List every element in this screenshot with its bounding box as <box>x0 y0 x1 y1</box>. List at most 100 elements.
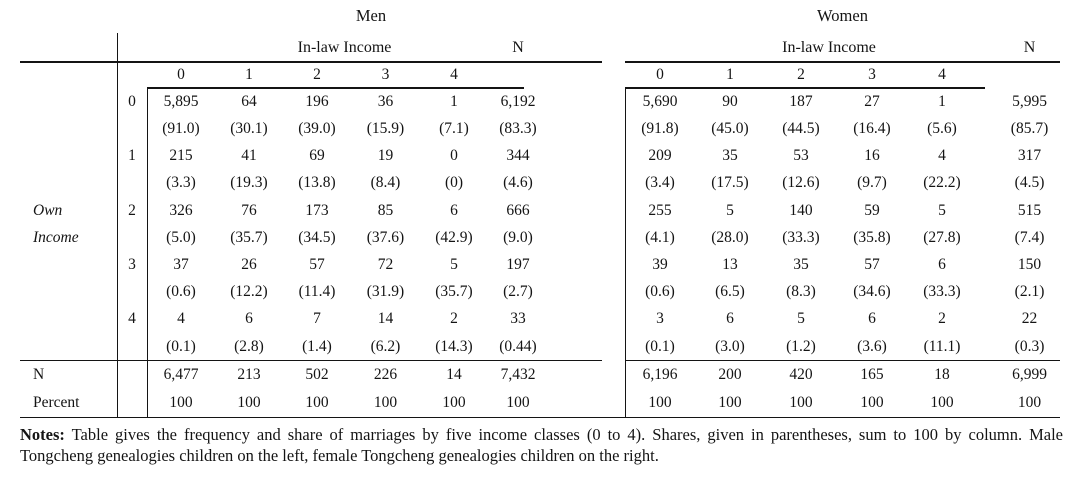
pct-cell: (91.0) <box>162 120 200 138</box>
horizontal-rule-men-top <box>20 61 602 63</box>
freq-cell: 173 <box>305 201 329 219</box>
pct-cell: (91.8) <box>641 120 679 138</box>
n-cell: 226 <box>373 365 398 383</box>
percent-cell: 100 <box>1017 394 1042 412</box>
own-income-row-id: 1 <box>128 147 136 165</box>
horizontal-rule-women-databox-top <box>625 87 985 89</box>
pct-cell: (1.4) <box>302 337 332 355</box>
pct-cell: (0.1) <box>645 337 675 355</box>
pct-cell: (0.3) <box>1014 337 1045 355</box>
freq-cell: 6 <box>726 310 734 328</box>
pct-cell: (19.3) <box>230 174 268 192</box>
pct-cell: (0.6) <box>166 283 196 301</box>
group-header-row: In-law Income N In-law Income N <box>20 33 1060 62</box>
own-income-label-line1: Own <box>33 201 63 219</box>
freq-cell: 53 <box>793 147 809 165</box>
pct-cell: (0.6) <box>645 283 675 301</box>
pct-cell: (45.0) <box>711 120 749 138</box>
women-col-header: 1 <box>726 66 734 84</box>
freq-cell: 57 <box>864 255 880 273</box>
percent-cell: 100 <box>506 394 530 412</box>
own-income-row-id: 4 <box>128 310 136 328</box>
freq-cell: 22 <box>1021 310 1038 328</box>
pct-cell: (37.6) <box>366 228 405 246</box>
pct-cell: (9.7) <box>857 174 887 192</box>
table-row: (3.3) (19.3) (13.8) (8.4) (0) (4.6) (3.4… <box>20 170 1060 197</box>
pct-cell: (4.1) <box>645 228 675 246</box>
own-income-row-id: 3 <box>128 255 136 273</box>
freq-cell: 69 <box>309 147 325 165</box>
freq-cell: 57 <box>309 255 325 273</box>
pct-cell: (42.9) <box>435 228 473 246</box>
freq-cell: 255 <box>648 201 672 219</box>
vertical-rule-men-data-left <box>147 88 149 417</box>
freq-cell: 5,995 <box>1012 92 1047 110</box>
freq-cell: 59 <box>864 201 880 219</box>
freq-cell: 5 <box>450 255 458 273</box>
freq-cell: 6 <box>245 310 253 328</box>
pct-cell: (27.8) <box>923 228 961 246</box>
pct-cell: (39.0) <box>298 120 336 138</box>
pct-cell: (13.8) <box>298 174 336 192</box>
women-col-header: 0 <box>656 66 664 84</box>
column-header-row: 0 1 2 3 4 0 1 2 3 4 <box>20 62 1060 88</box>
freq-cell: 64 <box>241 92 257 110</box>
freq-cell: 5,895 <box>163 92 199 110</box>
men-col-header: 2 <box>313 66 321 84</box>
freq-cell: 2 <box>938 310 946 328</box>
vertical-rule-women-data-left <box>625 88 627 417</box>
percent-cell: 100 <box>373 394 398 412</box>
men-n-header: N <box>512 38 524 56</box>
horizontal-rule-women-top <box>625 61 1060 63</box>
pct-cell: (2.1) <box>1014 283 1045 301</box>
pct-cell: (34.5) <box>298 228 336 246</box>
pct-cell: (12.2) <box>230 283 268 301</box>
women-col-header: 3 <box>868 66 876 84</box>
pct-cell: (3.4) <box>645 174 675 192</box>
pct-cell: (33.3) <box>923 283 961 301</box>
pct-cell: (14.3) <box>435 337 473 355</box>
freq-cell: 5 <box>726 201 734 219</box>
n-cell: 213 <box>237 365 261 383</box>
n-cell: 18 <box>934 365 950 383</box>
percent-cell: 100 <box>169 394 193 412</box>
pct-cell: (6.5) <box>715 283 745 301</box>
table-row: (91.0) (30.1) (39.0) (15.9) (7.1) (83.3)… <box>20 115 1060 142</box>
freq-cell: 5,690 <box>642 92 678 110</box>
pct-cell: (7.1) <box>439 120 469 138</box>
percent-total-row: Percent 100 100 100 100 100 100 100 100 … <box>20 389 1060 417</box>
n-cell: 165 <box>860 365 884 383</box>
marriage-frequency-table: Men Women In-law Income N In-law Income … <box>20 0 1060 417</box>
freq-cell: 72 <box>377 255 394 273</box>
table-row: (0.1) (2.8) (1.4) (6.2) (14.3) (0.44) (0… <box>20 333 1060 360</box>
pct-cell: (83.3) <box>499 120 537 138</box>
pct-cell: (0) <box>444 174 464 192</box>
pct-cell: (1.2) <box>786 337 816 355</box>
notes-text: Table gives the frequency and share of m… <box>20 425 1064 466</box>
men-section-title: Men <box>355 6 387 26</box>
freq-cell: 90 <box>722 92 738 110</box>
freq-cell: 36 <box>377 92 394 110</box>
freq-cell: 33 <box>510 310 526 328</box>
freq-cell: 515 <box>1017 201 1042 219</box>
pct-cell: (7.4) <box>1014 228 1045 246</box>
pct-cell: (8.4) <box>370 174 401 192</box>
women-n-header: N <box>1023 38 1036 56</box>
pct-cell: (0.1) <box>166 337 196 355</box>
freq-cell: 6 <box>868 310 876 328</box>
table-notes: Notes: Table gives the frequency and sha… <box>20 424 1063 466</box>
pct-cell: (85.7) <box>1010 120 1049 138</box>
freq-cell: 4 <box>177 310 185 328</box>
pct-cell: (3.0) <box>715 337 745 355</box>
notes-label: Notes: <box>20 425 65 444</box>
men-col-header: 1 <box>245 66 253 84</box>
freq-cell: 6 <box>450 201 458 219</box>
section-title-row: Men Women <box>20 0 1060 33</box>
pct-cell: (35.7) <box>230 228 268 246</box>
pct-cell: (28.0) <box>711 228 749 246</box>
pct-cell: (34.6) <box>853 283 891 301</box>
horizontal-rule-bottom <box>20 416 1060 418</box>
women-col-header: 4 <box>938 66 946 84</box>
pct-cell: (33.3) <box>782 228 820 246</box>
